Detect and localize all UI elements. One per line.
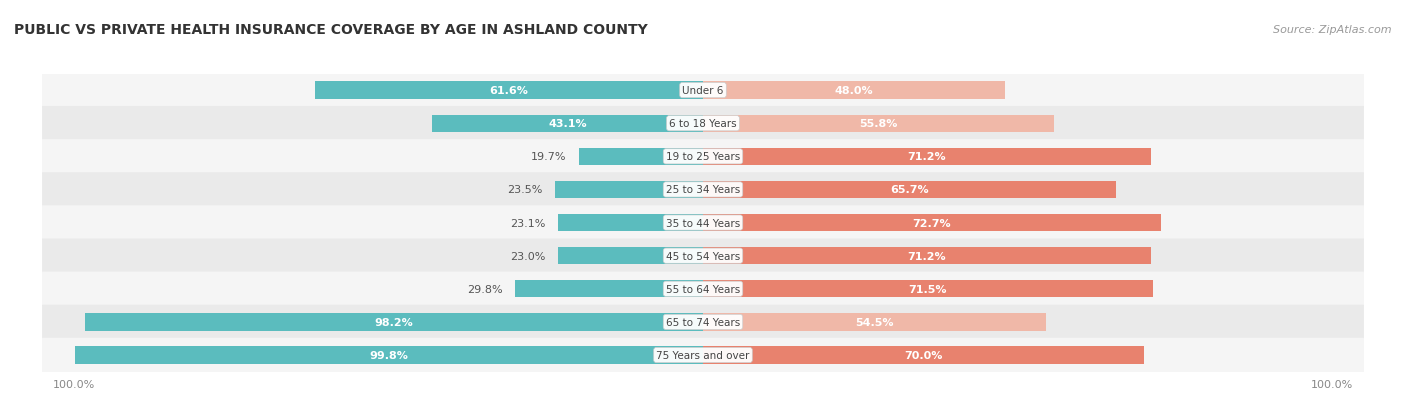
Text: 19.7%: 19.7%	[531, 152, 567, 162]
Bar	[558, 247, 703, 265]
Text: 25 to 34 Years: 25 to 34 Years	[666, 185, 740, 195]
Bar	[703, 247, 1152, 265]
Text: 29.8%: 29.8%	[467, 284, 503, 294]
FancyBboxPatch shape	[42, 239, 1364, 273]
Text: Source: ZipAtlas.com: Source: ZipAtlas.com	[1274, 25, 1392, 35]
Legend: Public Insurance, Private Insurance: Public Insurance, Private Insurance	[579, 412, 827, 413]
Bar	[703, 280, 1153, 298]
Text: 45 to 54 Years: 45 to 54 Years	[666, 251, 740, 261]
Text: 65 to 74 Years: 65 to 74 Years	[666, 317, 740, 327]
Text: 71.5%: 71.5%	[908, 284, 948, 294]
FancyBboxPatch shape	[42, 74, 1364, 108]
FancyBboxPatch shape	[42, 107, 1364, 141]
Text: 70.0%: 70.0%	[904, 350, 942, 360]
Bar	[703, 115, 1054, 133]
Bar	[516, 280, 703, 298]
Text: 54.5%: 54.5%	[855, 317, 894, 327]
Bar	[703, 347, 1143, 364]
Text: 75 Years and over: 75 Years and over	[657, 350, 749, 360]
Text: PUBLIC VS PRIVATE HEALTH INSURANCE COVERAGE BY AGE IN ASHLAND COUNTY: PUBLIC VS PRIVATE HEALTH INSURANCE COVER…	[14, 23, 648, 37]
Text: 99.8%: 99.8%	[370, 350, 408, 360]
Bar	[703, 148, 1152, 166]
Text: 98.2%: 98.2%	[374, 317, 413, 327]
Bar	[703, 313, 1046, 331]
Text: 72.7%: 72.7%	[912, 218, 950, 228]
Text: 6 to 18 Years: 6 to 18 Years	[669, 119, 737, 129]
Text: 71.2%: 71.2%	[908, 251, 946, 261]
FancyBboxPatch shape	[42, 305, 1364, 339]
Text: 71.2%: 71.2%	[908, 152, 946, 162]
FancyBboxPatch shape	[42, 272, 1364, 306]
Bar	[432, 115, 703, 133]
Text: 48.0%: 48.0%	[835, 86, 873, 96]
Text: 65.7%: 65.7%	[890, 185, 929, 195]
Text: 35 to 44 Years: 35 to 44 Years	[666, 218, 740, 228]
Bar	[75, 347, 703, 364]
Text: 55.8%: 55.8%	[859, 119, 898, 129]
Text: 19 to 25 Years: 19 to 25 Years	[666, 152, 740, 162]
Text: 23.5%: 23.5%	[508, 185, 543, 195]
Text: 23.1%: 23.1%	[509, 218, 546, 228]
Bar	[84, 313, 703, 331]
FancyBboxPatch shape	[42, 338, 1364, 373]
Bar	[703, 214, 1160, 232]
Bar	[703, 181, 1116, 199]
Bar	[703, 82, 1005, 100]
Bar	[315, 82, 703, 100]
Text: Under 6: Under 6	[682, 86, 724, 96]
FancyBboxPatch shape	[42, 140, 1364, 174]
Bar	[558, 214, 703, 232]
FancyBboxPatch shape	[42, 206, 1364, 240]
Bar	[555, 181, 703, 199]
Text: 43.1%: 43.1%	[548, 119, 586, 129]
Text: 55 to 64 Years: 55 to 64 Years	[666, 284, 740, 294]
Text: 61.6%: 61.6%	[489, 86, 529, 96]
Bar	[579, 148, 703, 166]
FancyBboxPatch shape	[42, 173, 1364, 207]
Text: 23.0%: 23.0%	[510, 251, 546, 261]
